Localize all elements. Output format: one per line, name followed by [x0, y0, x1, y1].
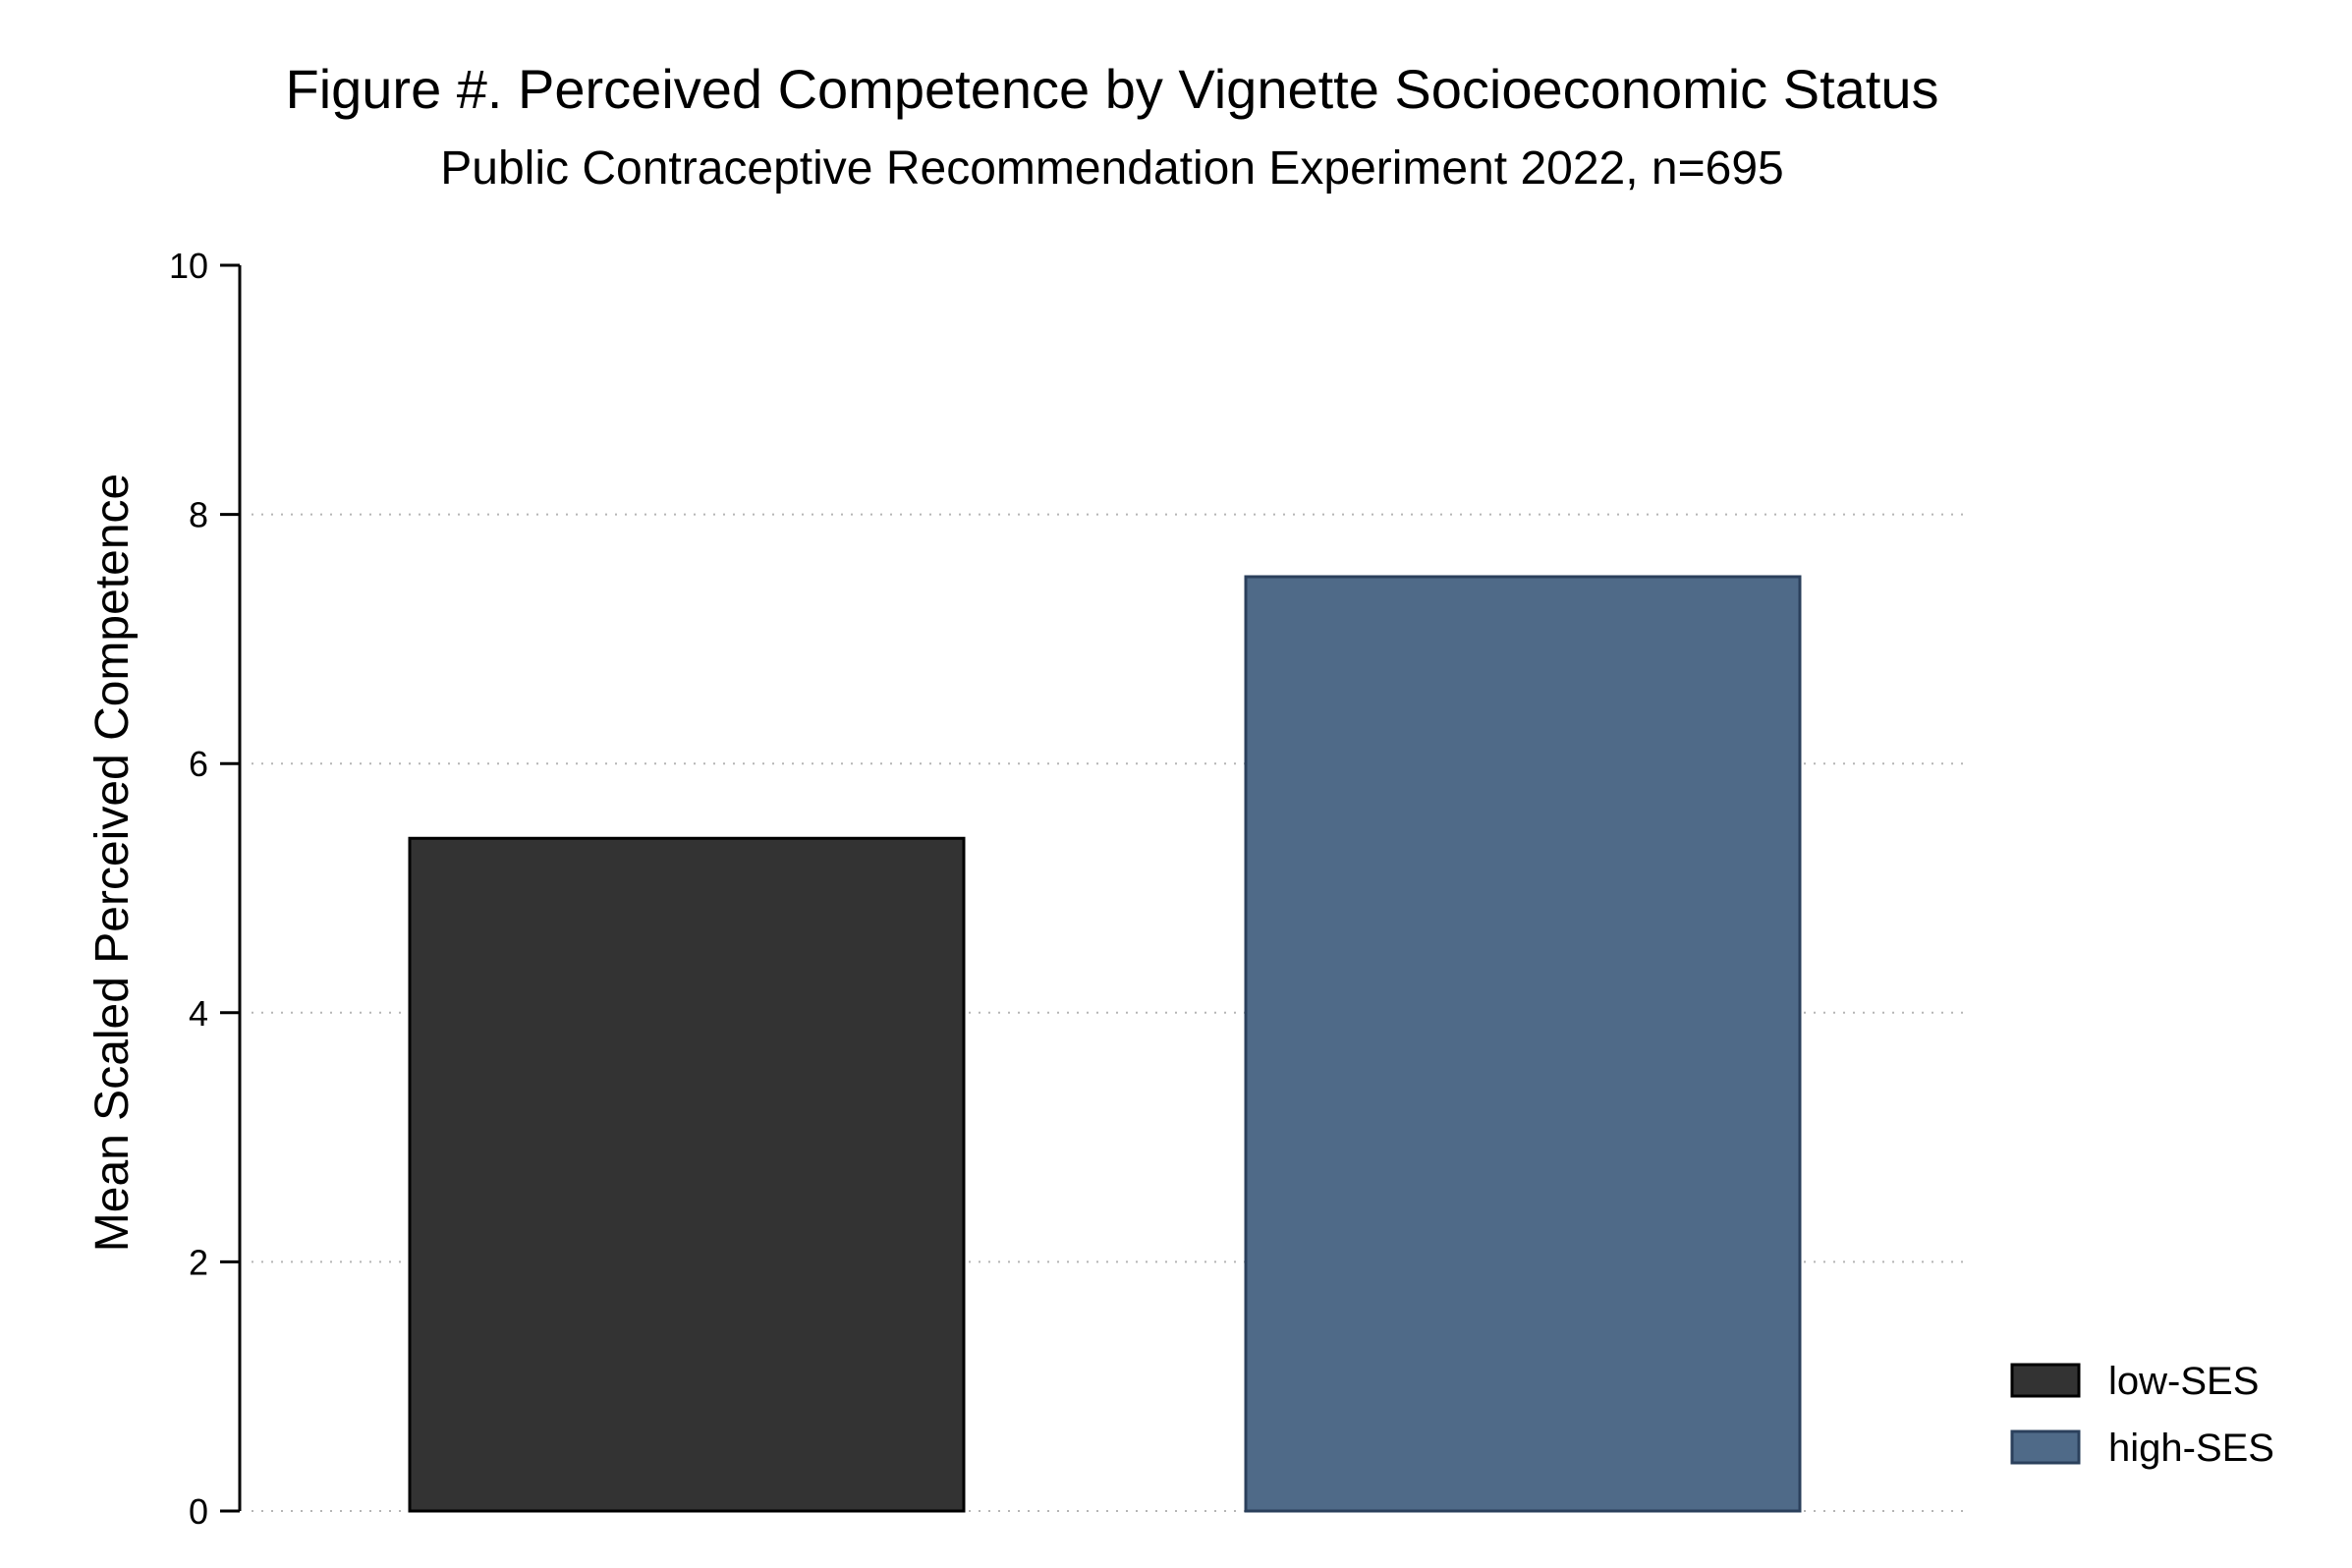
y-tick-label-2: 2: [189, 1242, 208, 1282]
y-axis: 0 2 4 6 8 10: [169, 246, 242, 1532]
legend-swatch-low-SES: [2010, 1363, 2081, 1398]
y-tick-label-10: 10: [169, 246, 208, 286]
y-tick-label-8: 8: [189, 495, 208, 535]
chart-title: Figure #. Perceived Competence by Vignet…: [285, 58, 1938, 120]
chart-subtitle: Public Contraceptive Recommendation Expe…: [440, 142, 1783, 195]
bars: [408, 575, 1802, 1513]
legend-label-high-SES: high-SES: [2108, 1427, 2274, 1470]
bar-high-SES: [1244, 575, 1802, 1513]
y-axis-label: Mean Scaled Perceived Competence: [86, 474, 139, 1252]
y-tick-label-0: 0: [189, 1491, 208, 1532]
legend-label-low-SES: low-SES: [2108, 1360, 2259, 1403]
legend-swatch-high-SES: [2010, 1429, 2081, 1465]
y-tick-label-6: 6: [189, 744, 208, 784]
y-tick-label-4: 4: [189, 993, 208, 1034]
legend: low-SES high-SES: [2010, 1360, 2274, 1470]
bar-low-SES: [408, 836, 966, 1513]
